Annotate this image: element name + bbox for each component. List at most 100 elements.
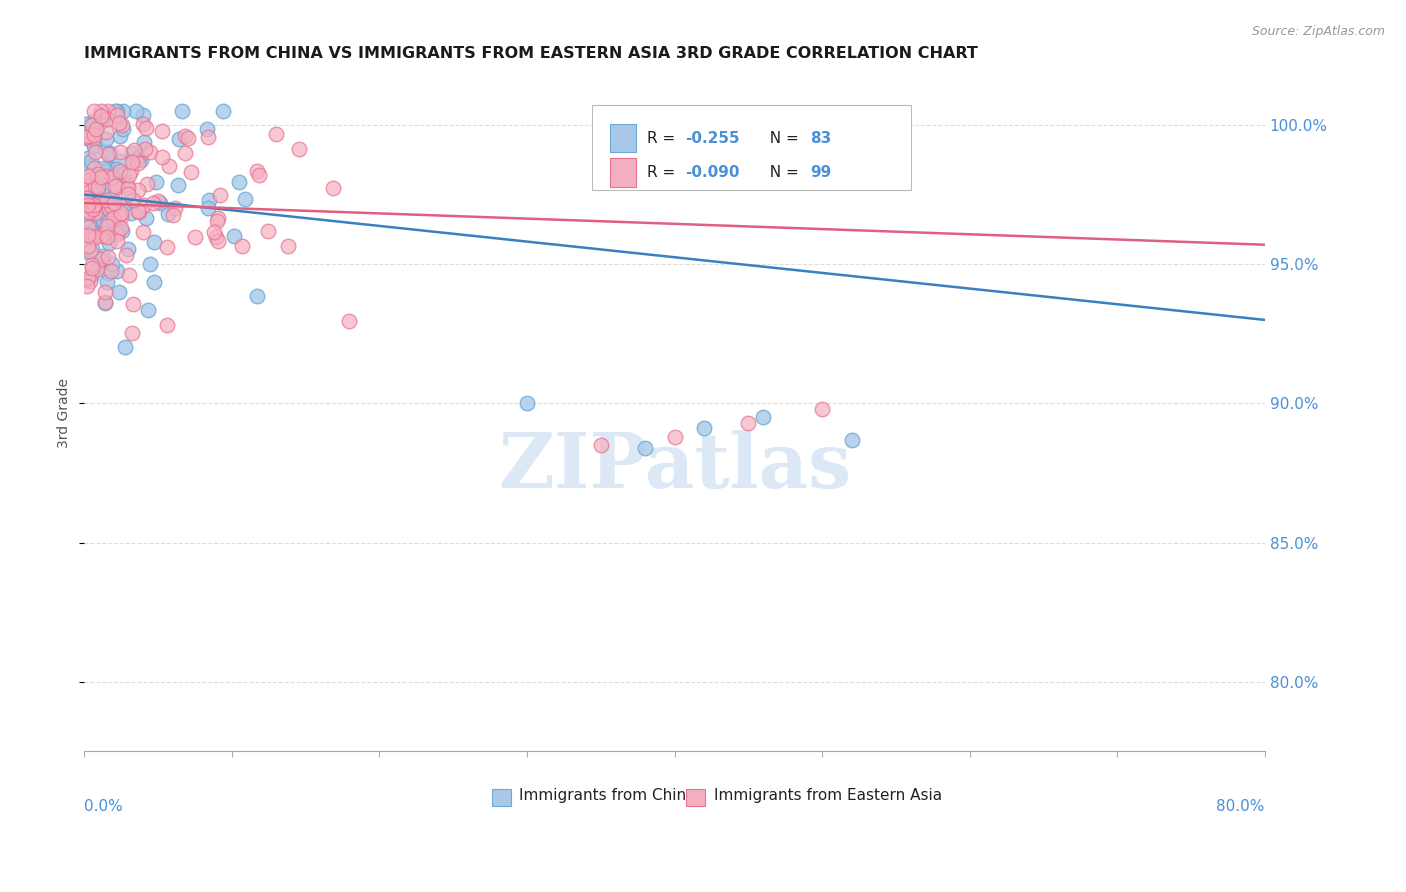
Point xyxy=(105,219,128,233)
Point xyxy=(111,224,134,238)
Text: -0.255: -0.255 xyxy=(685,131,740,145)
Point xyxy=(149,196,172,211)
Point xyxy=(90,104,112,119)
Point xyxy=(127,204,149,219)
Point xyxy=(100,199,122,213)
Point xyxy=(110,211,132,225)
Point xyxy=(83,128,105,142)
Point xyxy=(101,227,124,241)
Point xyxy=(125,104,148,119)
Point xyxy=(257,223,280,237)
Point xyxy=(143,235,166,249)
Point xyxy=(114,340,136,354)
Point xyxy=(82,200,104,214)
Point xyxy=(82,118,104,132)
Point xyxy=(195,122,218,136)
Point xyxy=(110,206,132,220)
Point xyxy=(76,126,98,140)
Point xyxy=(77,151,100,165)
Point xyxy=(146,194,169,208)
Point xyxy=(76,169,98,183)
Point xyxy=(228,175,250,189)
Point xyxy=(90,169,112,184)
Point xyxy=(180,165,202,179)
Point xyxy=(170,104,193,119)
Point xyxy=(83,138,105,153)
Text: R =: R = xyxy=(648,165,681,180)
Point xyxy=(76,270,98,285)
Point xyxy=(115,177,138,191)
Point xyxy=(111,178,134,193)
Point xyxy=(76,190,98,204)
Point xyxy=(83,161,105,176)
Point xyxy=(94,144,117,158)
Point xyxy=(139,145,162,159)
Point xyxy=(589,438,612,452)
Point xyxy=(93,226,115,240)
Point xyxy=(231,239,253,253)
Point xyxy=(132,225,155,239)
Point xyxy=(76,238,98,252)
Point xyxy=(127,156,149,170)
Point xyxy=(128,149,150,163)
Point xyxy=(80,171,103,186)
Point xyxy=(634,441,657,455)
Point xyxy=(105,264,128,278)
Point xyxy=(157,207,180,221)
Point xyxy=(105,108,128,122)
Point xyxy=(76,228,98,243)
Text: 80.0%: 80.0% xyxy=(1216,799,1265,814)
Text: 0.0%: 0.0% xyxy=(84,799,124,814)
Point xyxy=(83,197,105,211)
Point xyxy=(87,167,110,181)
Point xyxy=(97,161,120,176)
Point xyxy=(197,193,219,207)
Point xyxy=(108,154,131,169)
Point xyxy=(233,192,256,206)
Point xyxy=(83,206,105,220)
Point xyxy=(79,154,101,169)
Point xyxy=(76,245,98,260)
Point xyxy=(91,112,114,126)
Point xyxy=(135,211,157,225)
Point xyxy=(111,104,134,119)
Point xyxy=(84,179,107,194)
Point xyxy=(107,285,129,299)
Point xyxy=(117,242,139,256)
Point xyxy=(202,225,225,239)
Point xyxy=(121,155,143,169)
Point xyxy=(120,206,142,220)
Point xyxy=(104,104,127,119)
Point xyxy=(83,174,105,188)
Point xyxy=(118,168,141,182)
Point xyxy=(101,178,124,193)
Text: Source: ZipAtlas.com: Source: ZipAtlas.com xyxy=(1251,25,1385,38)
Point xyxy=(110,128,132,143)
Point xyxy=(77,206,100,220)
Point xyxy=(94,285,117,300)
Point xyxy=(100,264,122,278)
Point xyxy=(80,225,103,239)
Point xyxy=(80,258,103,272)
Point xyxy=(197,130,219,145)
Point xyxy=(79,197,101,211)
Point xyxy=(75,211,97,226)
Point xyxy=(76,228,98,243)
Point xyxy=(89,108,111,122)
Point xyxy=(287,142,309,156)
Point xyxy=(103,195,125,210)
Point xyxy=(80,115,103,129)
Point xyxy=(174,129,197,144)
Point xyxy=(76,179,98,194)
Text: 99: 99 xyxy=(810,165,831,180)
Point xyxy=(841,433,863,447)
Point xyxy=(91,161,114,176)
Point xyxy=(97,214,120,228)
Point xyxy=(737,416,759,430)
Point xyxy=(94,164,117,178)
Point xyxy=(664,430,686,444)
Point xyxy=(105,180,128,194)
Point xyxy=(93,249,115,263)
Point xyxy=(75,191,97,205)
Point xyxy=(82,188,104,202)
